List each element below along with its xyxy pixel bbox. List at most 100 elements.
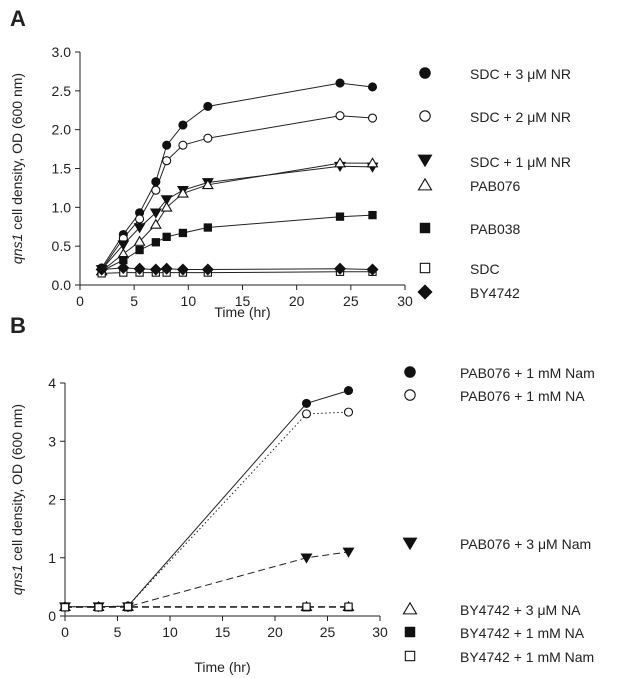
data-point [176,263,189,276]
x-tick-label: 20 [289,293,305,309]
data-point [343,386,354,396]
x-tick-label: 25 [343,293,359,309]
legend-entry: PAB038 [470,221,521,237]
y-tick-label: 4 [48,375,56,391]
y-tick-label: 0.0 [52,277,72,293]
legend-marker [402,537,418,551]
data-point [367,82,378,92]
legend-entry: PAB076 [470,178,521,194]
legend-entry: SDC + 3 μM NR [470,66,571,82]
x-tick-label: 15 [215,624,231,640]
data-point [151,185,161,195]
x-axis-title: Time (hr) [194,659,250,675]
data-point [333,262,347,275]
data-point [149,218,162,229]
legend-marker [419,67,431,79]
data-point [95,263,108,276]
legend-marker [419,110,431,122]
data-point [133,235,146,246]
panel-letter: A [10,6,26,31]
series-line-1 [65,390,349,608]
legend-marker [404,650,416,662]
data-point [123,602,133,611]
data-point [367,113,378,123]
x-tick-label: 5 [114,624,122,640]
data-point [300,553,313,564]
y-tick-label: 3.0 [52,44,72,60]
series-line-2 [65,411,349,608]
y-axis-title: qns1 cell density, OD (600 nm) [9,73,25,264]
data-point [342,547,355,558]
data-point [162,140,172,150]
data-point [151,238,160,247]
data-point [178,120,188,130]
data-point [201,263,214,276]
data-point [60,603,70,612]
legend-entry: PAB076 + 3 μM Nam [460,536,591,552]
data-point [335,212,345,221]
y-tick-label: 2.5 [52,83,72,99]
y-tick-label: 0.5 [52,238,72,254]
legend-marker [419,262,431,274]
data-point [344,602,353,611]
data-point [176,187,189,198]
data-point [160,195,173,206]
x-tick-label: 15 [235,293,251,309]
y-tick-label: 2.0 [52,122,72,138]
legend-entry: BY4742 + 1 mM NA [460,625,585,641]
data-point [343,407,354,417]
x-tick-label: 0 [76,293,84,309]
legend-marker [404,366,416,378]
y-tick-label: 1.5 [52,161,72,177]
data-point [178,140,188,150]
data-point [301,409,312,419]
x-tick-label: 10 [162,624,178,640]
legend-entry: SDC [470,261,500,277]
data-point [368,210,377,220]
legend-marker [402,601,418,615]
data-point [117,261,130,274]
data-point [302,602,311,611]
panel-letter: B [10,313,26,338]
x-tick-label: 20 [267,624,283,640]
data-point [366,263,379,276]
data-point [160,262,173,275]
x-tick-label: 30 [372,624,388,640]
data-point [94,603,103,612]
data-point [117,240,130,251]
chart-panel-a: A 0 5 10 15 20 25 30 0.0 0.5 1.0 1.5 2.0 2.5 3.0 Time (… [9,6,571,320]
y-tick-label: 2 [48,492,56,508]
x-axis-title: Time (hr) [214,304,270,320]
chart-panel-b: B 0 5 10 15 20 25 30 0 1 2 3 4 Time (hr) qns1 cell den… [9,313,595,675]
data-point [149,208,162,219]
x-tick-label: 5 [130,293,138,309]
legend-entry: SDC + 1 μM NR [470,154,571,170]
legend-entry: PAB076 + 1 mM Nam [460,365,595,381]
data-point [201,178,214,190]
data-point [149,263,162,276]
legend-marker [417,177,433,191]
legend-entry: BY4742 + 1 mM Nam [460,649,594,665]
legend-marker [404,626,416,638]
y-tick-label: 1.0 [52,199,72,215]
data-point [178,228,188,238]
data-point [133,262,146,275]
y-tick-label: 0 [48,608,56,624]
x-tick-label: 10 [181,293,197,309]
y-tick-label: 3 [48,433,56,449]
data-point [203,133,213,143]
x-tick-label: 30 [397,293,413,309]
data-point [335,78,345,88]
data-point [162,232,171,241]
legend-marker [404,389,416,401]
data-point [203,101,213,111]
data-point [135,245,144,255]
x-tick-label: 0 [61,624,69,640]
legend-entry: BY4742 + 3 μM NA [460,602,581,618]
data-point [135,214,145,224]
data-point [133,223,146,234]
data-point [334,157,346,168]
data-point [335,111,345,121]
data-point [160,201,173,212]
y-tick-label: 1 [48,550,56,566]
